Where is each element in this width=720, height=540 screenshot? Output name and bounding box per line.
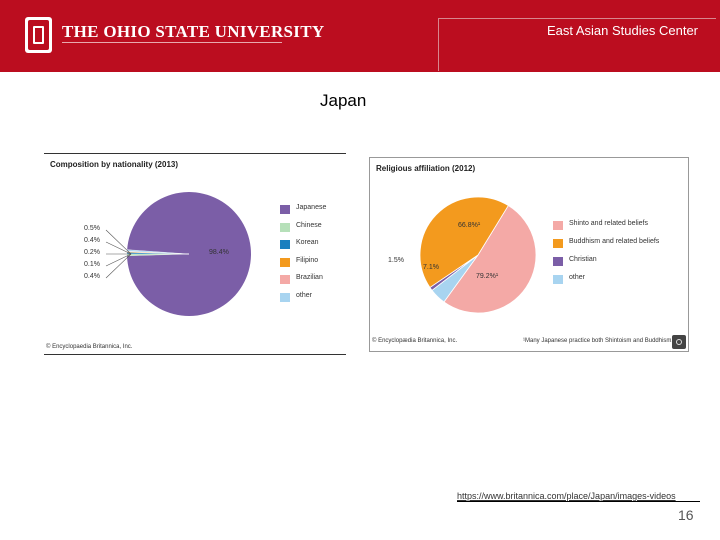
chart-credit: © Encyclopædia Britannica, Inc.	[372, 338, 458, 344]
block-o-logo-icon	[25, 17, 52, 53]
legend-label: Filipino	[296, 256, 319, 264]
legend-label: Buddhism and related beliefs	[569, 238, 660, 245]
pie-slice	[127, 192, 251, 316]
source-divider	[457, 501, 700, 502]
religion-chart: Religious affiliation (2012) Shinto and …	[369, 157, 689, 352]
center-name: East Asian Studies Center	[546, 23, 698, 38]
pie-slice	[419, 196, 509, 289]
data-label: 1.5%	[388, 257, 404, 264]
legend-label: Brazilian	[296, 274, 323, 281]
slide-title: Japan	[320, 91, 367, 110]
leader-line	[105, 241, 132, 255]
chart-credit: © Encyclopaedia Britannica, Inc.	[46, 344, 133, 350]
religion-pie	[419, 196, 537, 314]
source-link[interactable]: https://www.britannica.com/place/Japan/i…	[457, 491, 676, 501]
legend-label: Christian	[569, 256, 597, 263]
nationality-chart: Composition by nationality (2013) Japane…	[44, 153, 346, 355]
nationality-pie	[105, 192, 251, 316]
data-label: 0.2%	[84, 249, 100, 256]
pie-slice	[443, 205, 537, 314]
data-label: 0.4%	[84, 273, 100, 280]
legend-label: Chinese	[296, 221, 322, 229]
legend-swatch	[553, 257, 563, 266]
legend-swatch	[553, 221, 563, 230]
chart-footnote: ¹Many Japanese practice both Shintoism a…	[523, 338, 674, 344]
page-number: 16	[678, 507, 694, 523]
leader-line	[105, 253, 132, 279]
legend-label: other	[296, 291, 312, 299]
data-label: 98.4%	[209, 249, 229, 256]
center-box	[438, 18, 716, 71]
data-label: 0.5%	[84, 225, 100, 232]
legend-label: Shinto and related beliefs	[569, 220, 648, 227]
legend-swatch	[280, 292, 290, 302]
logo-underline	[62, 42, 282, 43]
legend-swatch	[280, 205, 290, 214]
data-label: 0.4%	[84, 237, 100, 244]
legend-swatch	[280, 240, 290, 249]
university-name: THE OHIO STATE UNIVERSITY	[62, 22, 325, 41]
data-label: 79.2%¹	[476, 273, 499, 280]
legend-swatch	[553, 275, 563, 284]
legend-swatch	[553, 239, 563, 248]
legend-swatch	[280, 275, 290, 284]
chart-title: Religious affiliation (2012)	[376, 164, 476, 173]
legend-label: Japanese	[296, 204, 327, 211]
leader-line	[105, 253, 132, 267]
chart-title: Composition by nationality (2013)	[50, 160, 179, 169]
leader-line	[105, 229, 132, 255]
legend-swatch	[280, 257, 290, 267]
legend-label: other	[569, 274, 585, 281]
header-bar: THE OHIO STATE UNIVERSITY East Asian Stu…	[0, 0, 720, 72]
legend-label: Korean	[296, 239, 319, 246]
data-label: 0.1%	[84, 261, 100, 268]
data-label: 66.8%¹	[458, 222, 481, 229]
data-label: 7.1%	[423, 264, 439, 271]
camera-icon[interactable]	[672, 335, 686, 349]
legend-swatch	[280, 222, 290, 232]
